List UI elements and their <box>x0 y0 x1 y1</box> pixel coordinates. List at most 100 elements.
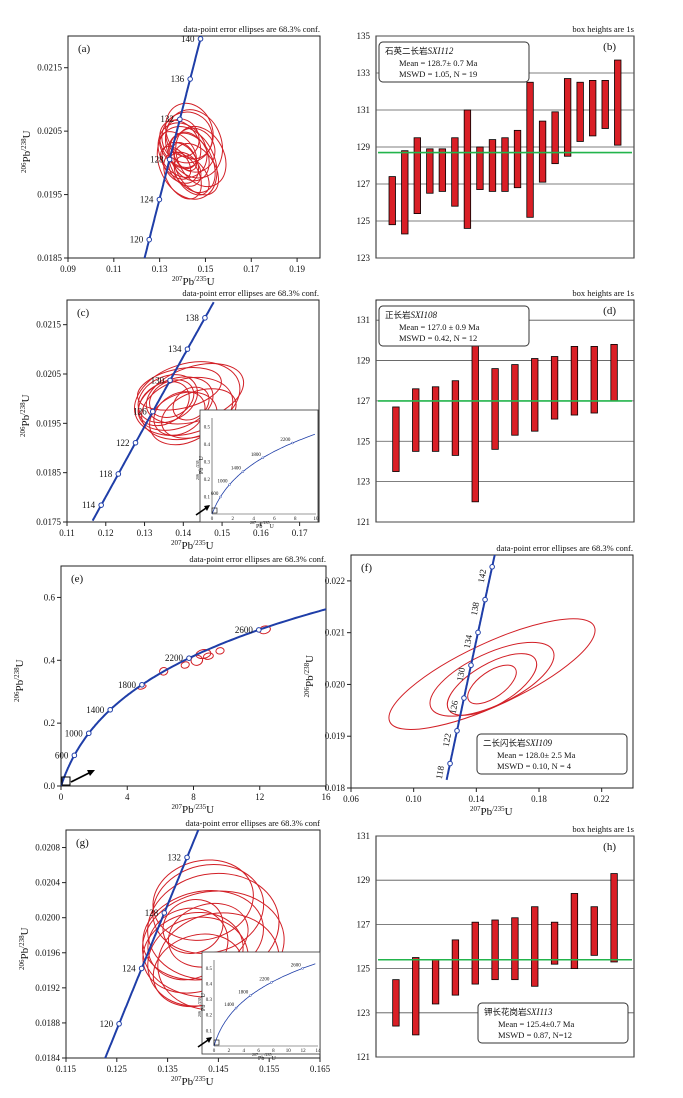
x-axis-label: 207Pb/235U <box>172 803 215 816</box>
concordia-age-label: 128 <box>150 154 164 164</box>
concordia-age-marker <box>115 471 122 477</box>
concordia-age-marker <box>116 1021 122 1027</box>
inset-age-label: 2600 <box>291 963 302 968</box>
x-tick-label: 0.15 <box>198 264 214 274</box>
concordia-age-marker <box>184 854 190 861</box>
y-tick-label: 0.0 <box>44 781 56 791</box>
x-tick-label: 0.165 <box>310 1064 331 1074</box>
panel-header: box heights are 1s <box>572 824 634 834</box>
y-tick-label: 0.0204 <box>35 878 60 888</box>
inset-y-tick-label: 0.5 <box>206 967 213 972</box>
concordia-age-marker <box>146 236 153 243</box>
y-tick-label: 0.0215 <box>36 320 61 330</box>
inset-age-marker <box>261 456 265 460</box>
concordia-age-marker <box>184 346 191 352</box>
x-tick-label: 0.16 <box>253 528 269 538</box>
x-tick-label: 0.125 <box>107 1064 128 1074</box>
concordia-age-marker <box>187 76 193 82</box>
age-bar <box>526 81 534 218</box>
age-bar <box>563 78 572 157</box>
inset-age-marker <box>270 981 273 984</box>
inset-concordia-curve <box>211 433 316 515</box>
error-ellipse <box>215 647 225 655</box>
plot-area <box>143 36 227 258</box>
y-axis-label: 206Pb/238U <box>18 927 31 970</box>
x-tick-label: 8 <box>191 792 196 802</box>
y-tick-label: 129 <box>357 356 371 366</box>
age-bar <box>451 380 460 456</box>
concordia-age-marker <box>107 706 113 713</box>
concordia-age-label: 114 <box>82 500 96 510</box>
concordia-curve <box>104 830 200 1058</box>
y-tick-label: 123 <box>357 1008 371 1018</box>
y-tick-label: 0.0185 <box>37 253 62 263</box>
age-bar <box>476 146 484 190</box>
x-tick-label: 0.17 <box>292 528 308 538</box>
age-bar <box>531 906 539 987</box>
age-bar <box>551 111 559 165</box>
x-tick-label: 0.22 <box>594 794 610 804</box>
error-ellipse <box>161 111 213 164</box>
concordia-age-label: 124 <box>140 195 154 205</box>
age-bar <box>412 957 420 1036</box>
inset-y-axis-label: 206Pb/238U <box>197 993 207 1017</box>
inset-x-axis-label: 207Pb/235U <box>252 1052 276 1062</box>
inset-age-marker <box>219 495 222 499</box>
age-bar <box>431 959 440 1005</box>
x-tick-label: 0.14 <box>175 528 191 538</box>
age-bar <box>491 919 499 981</box>
concordia-age-label: 1400 <box>86 705 105 715</box>
plot-frame <box>60 565 327 787</box>
error-ellipse <box>147 907 229 981</box>
y-tick-label: 0.0195 <box>36 418 61 428</box>
x-tick-label: 0.12 <box>98 528 114 538</box>
zoom-box <box>61 776 71 786</box>
panel-header: data-point error ellipses are 68.3% conf… <box>182 288 319 298</box>
inset-x-tick-label: 12 <box>301 1049 307 1054</box>
x-tick-label: 0 <box>59 792 64 802</box>
error-ellipse <box>156 126 218 200</box>
concordia-age-label: 1000 <box>65 728 84 738</box>
panel-f: 0.06 0.10 0.14 0.18 0.22 0.018 0.019 0.020 0.021… <box>303 543 634 818</box>
legend-sample-name: 二长闪长岩SXI109 <box>483 738 553 749</box>
inset-x-tick-label: 10 <box>286 1049 292 1054</box>
age-bar <box>570 346 579 416</box>
panel-label: (h) <box>603 841 616 853</box>
x-tick-label: 0.14 <box>468 794 484 804</box>
y-tick-label: 0.0185 <box>36 468 61 478</box>
error-ellipse <box>175 126 227 188</box>
x-tick-label: 0.145 <box>208 1064 229 1074</box>
age-bar <box>451 939 460 996</box>
concordia-age-marker <box>166 156 173 163</box>
inset-x-tick-label: 0 <box>211 517 214 522</box>
inset-age-marker <box>234 1006 238 1010</box>
concordia-age-label: 130 <box>455 666 467 682</box>
y-tick-label: 0.0208 <box>35 843 60 853</box>
inset-age-label: 1400 <box>231 467 242 472</box>
y-tick-label: 123 <box>357 253 371 263</box>
panel-header: data-point error ellipses are 68.3% conf… <box>183 24 320 34</box>
concordia-age-label: 130 <box>151 375 165 385</box>
concordia-age-label: 128 <box>145 908 159 918</box>
panel-label: (c) <box>77 307 90 319</box>
concordia-age-label: 142 <box>476 568 488 583</box>
legend-sample-name: 钾长花岗岩SXI113 <box>484 1007 553 1018</box>
error-ellipse <box>159 119 202 168</box>
inset-x-tick-label: 8 <box>294 517 297 522</box>
zoom-arrow <box>70 771 92 783</box>
panel-header: box heights are 1s <box>572 288 634 298</box>
y-tick-label: 0.2 <box>44 718 55 728</box>
x-tick-label: 0.11 <box>59 528 74 538</box>
age-bar <box>614 59 622 146</box>
legend-box <box>378 41 530 83</box>
inset-y-tick-label: 0.3 <box>206 998 213 1003</box>
x-axis-label: 207Pb/235U <box>171 1075 214 1088</box>
inset-x-tick-label: 6 <box>257 1049 260 1054</box>
x-tick-label: 0.13 <box>152 264 168 274</box>
age-bar <box>531 358 539 432</box>
concordia-age-marker <box>475 629 481 636</box>
age-bar <box>426 148 434 194</box>
y-tick-label: 127 <box>357 396 371 406</box>
error-ellipse <box>173 143 220 196</box>
x-tick-label: 0.13 <box>137 528 153 538</box>
